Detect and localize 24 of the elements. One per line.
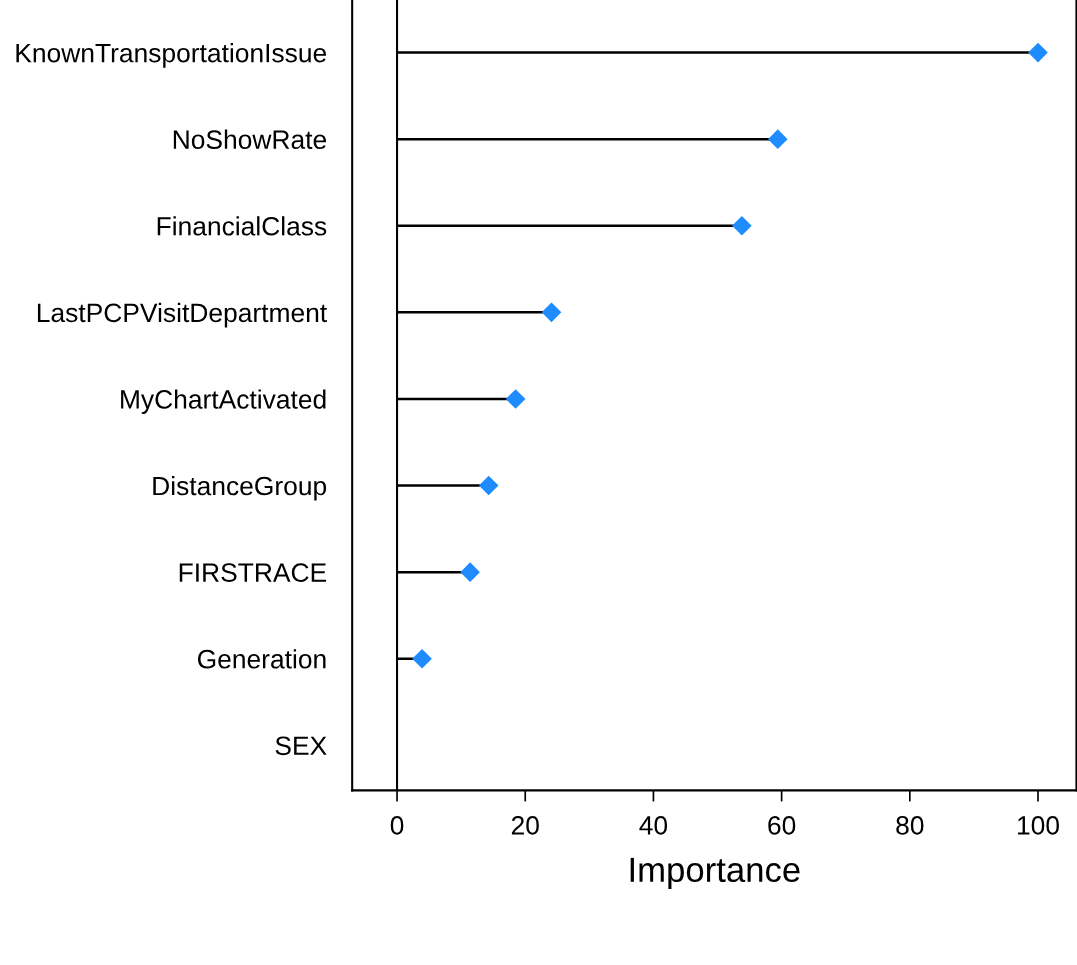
x-tick-label: 40 (639, 816, 668, 835)
point (732, 216, 752, 236)
y-tick-label: FIRSTRACE (179, 563, 327, 582)
y-tick-label: MyChartActivated (121, 389, 326, 414)
point (412, 649, 432, 669)
y-tick-label: DistanceGroup (153, 475, 327, 501)
x-tick-label: 0 (390, 816, 404, 835)
x-tick-label: 20 (511, 816, 539, 835)
point (768, 129, 788, 149)
y-tick-label: KnownTransportationIssue (16, 43, 327, 68)
point (541, 302, 562, 322)
point (1028, 43, 1048, 63)
y-tick-label: SEX (275, 736, 327, 756)
x-axis-title: Importance (630, 857, 800, 889)
point (506, 389, 526, 409)
y-tick-label: LastPCPVisitDepartment (37, 302, 327, 328)
x-tick-label: 80 (896, 816, 924, 835)
y-tick-label: NoShowRate (173, 129, 327, 150)
x-tick-label: 60 (768, 816, 796, 835)
point (460, 562, 480, 582)
y-tick-label: Generation (197, 649, 326, 669)
x-tick-label: 100 (1018, 816, 1059, 835)
y-tick-label: FinancialClass (157, 216, 327, 236)
point (479, 476, 499, 496)
